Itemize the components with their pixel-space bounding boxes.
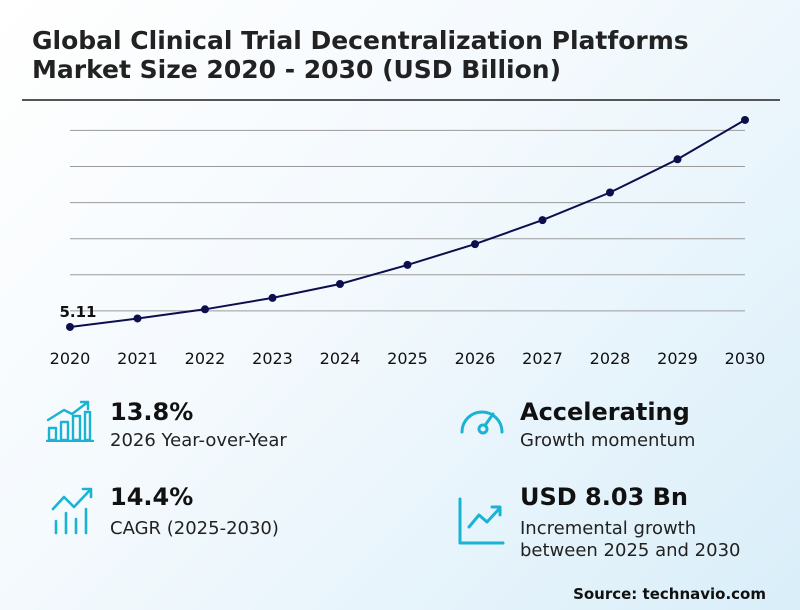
source-credit: Source: technavio.com [573,585,766,603]
kpi-incremental-label-line1: Incremental growth [520,518,697,539]
data-point [201,305,209,314]
growth-chart-icon [458,497,505,545]
data-point [538,216,547,225]
kpi-yoy-value: 13.8% [110,398,194,426]
x-axis-ticks: 2020 2021 2022 2023 2024 2025 2026 2027 2028 2029… [50,349,766,368]
bar-chart-growth-icon [46,400,94,442]
data-point [673,155,682,164]
data-points [66,115,749,331]
data-point [606,188,614,197]
kpi-incremental-label-line2: between 2025 and 2030 [520,540,741,561]
data-point [268,293,277,302]
kpi-momentum-value: Accelerating [520,398,690,426]
data-point [403,260,412,269]
data-point [133,314,142,323]
trend-bars-icon [51,487,93,535]
title-divider [22,99,780,101]
x-tick-label: 2027 [522,349,563,368]
chart-title: Global Clinical Trial Decentralization P… [32,26,689,84]
x-tick-label: 2022 [185,349,226,368]
data-point [336,280,344,289]
gridlines [70,129,745,312]
data-labels: 5.11 [59,303,96,321]
data-point [471,240,479,249]
x-tick-label: 2021 [117,349,158,368]
data-point [66,322,74,331]
kpi-cagr-label: CAGR (2025-2030) [110,518,279,539]
line-chart: 2020 2021 2022 2023 2024 2025 2026 2027 2028 2029… [50,115,766,368]
data-point [741,115,749,124]
kpi-yoy-label: 2026 Year-over-Year [110,430,287,451]
x-tick-label: 2028 [590,349,631,368]
x-tick-label: 2023 [252,349,293,368]
speedometer-icon [460,410,504,435]
data-label: 5.11 [59,303,96,321]
x-tick-label: 2029 [657,349,698,368]
kpi-cagr-value: 14.4% [110,483,194,511]
x-tick-label: 2026 [455,349,496,368]
series-line [69,119,746,328]
x-tick-label: 2024 [320,349,361,368]
kpi-incremental-value: USD 8.03 Bn [520,483,688,511]
kpi-momentum-label: Growth momentum [520,430,696,451]
x-tick-label: 2030 [725,349,766,368]
x-tick-label: 2025 [387,349,428,368]
x-tick-label: 2020 [50,349,91,368]
